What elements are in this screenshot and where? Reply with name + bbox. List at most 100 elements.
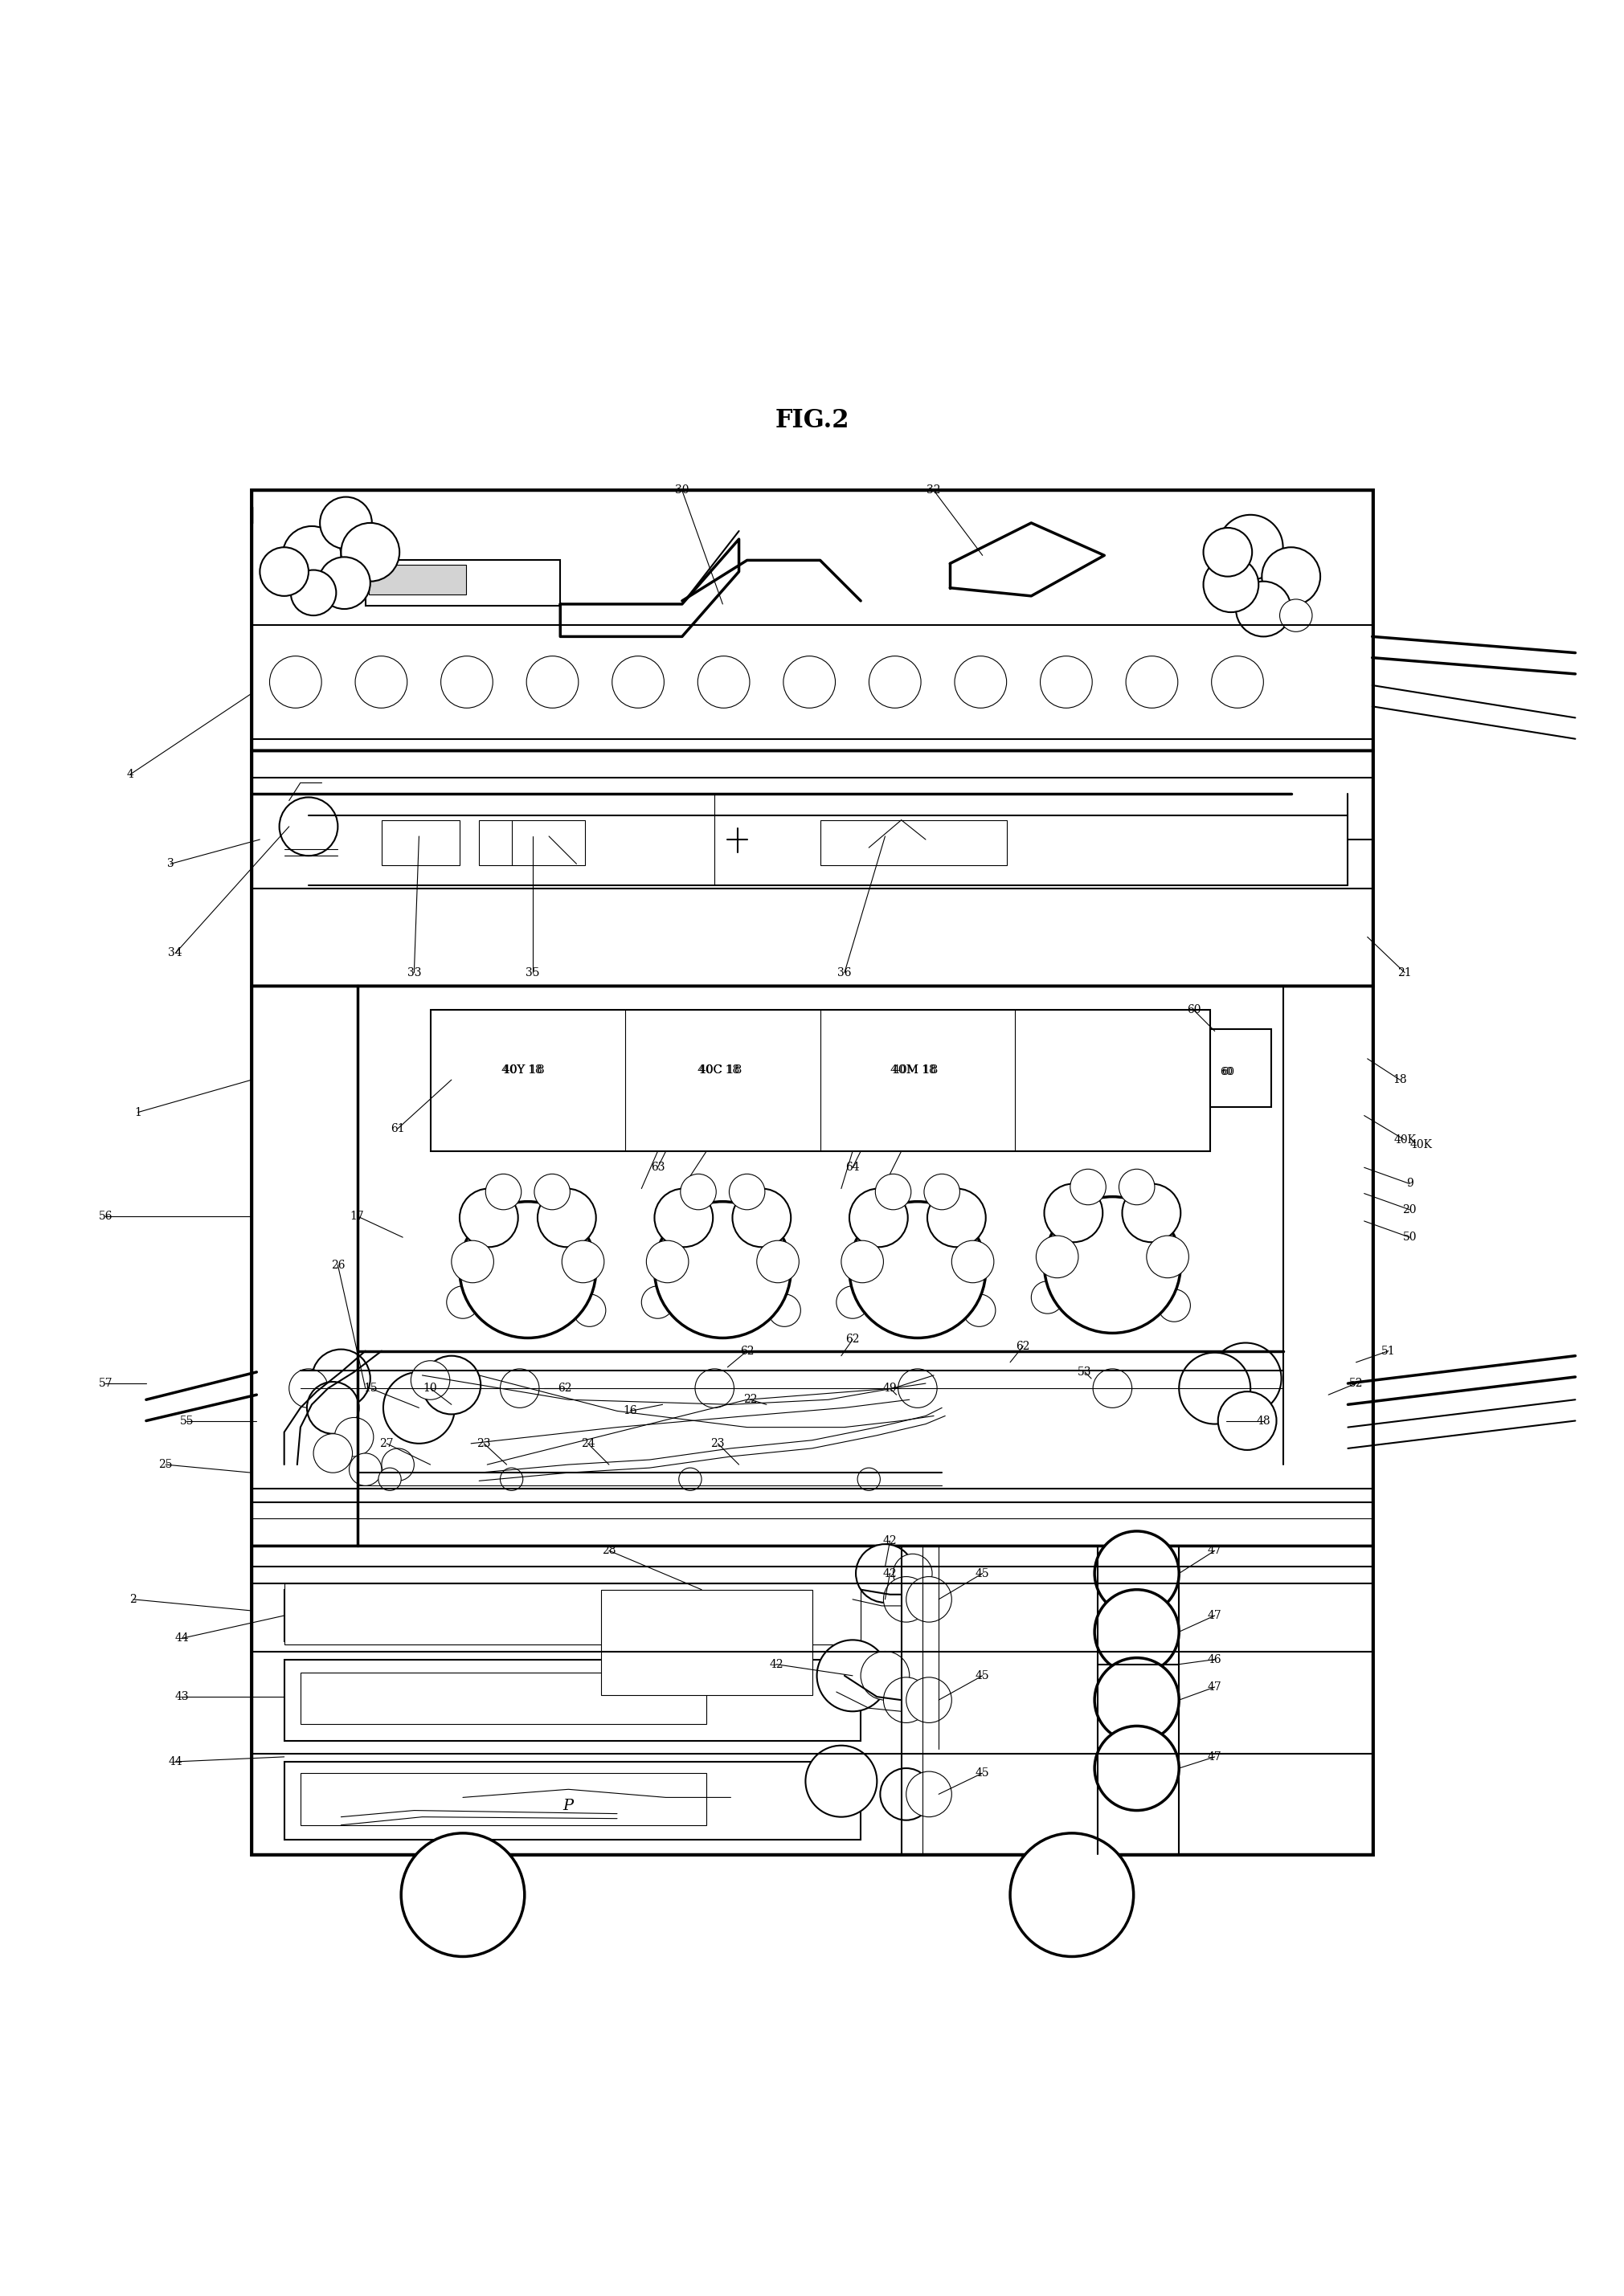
Circle shape	[1095, 1727, 1179, 1812]
Text: 28: 28	[603, 1545, 615, 1557]
Text: 24: 24	[581, 1437, 594, 1449]
Text: 40Y 18: 40Y 18	[503, 1065, 542, 1077]
Text: 9: 9	[1406, 1178, 1413, 1189]
Bar	[1210, 1029, 1272, 1107]
Circle shape	[291, 569, 336, 615]
Circle shape	[906, 1678, 952, 1722]
Text: 44: 44	[169, 1756, 182, 1768]
Circle shape	[335, 1417, 374, 1456]
Text: 64: 64	[846, 1162, 859, 1173]
Text: 26: 26	[331, 1258, 344, 1270]
Circle shape	[927, 1189, 986, 1247]
Text: 62: 62	[559, 1382, 572, 1394]
Circle shape	[1210, 1343, 1281, 1414]
Circle shape	[460, 1201, 596, 1339]
Circle shape	[1280, 599, 1312, 631]
Circle shape	[460, 1189, 518, 1247]
Bar	[820, 820, 1007, 866]
Circle shape	[1044, 1196, 1181, 1334]
Text: 35: 35	[526, 967, 539, 978]
Circle shape	[270, 657, 322, 707]
Text: 47: 47	[1208, 1609, 1221, 1621]
Text: 18: 18	[1393, 1075, 1406, 1086]
Text: 60: 60	[1221, 1065, 1234, 1077]
Circle shape	[1122, 1185, 1181, 1242]
Circle shape	[952, 1240, 994, 1283]
Circle shape	[906, 1577, 952, 1621]
Circle shape	[1036, 1235, 1078, 1279]
Circle shape	[646, 1240, 689, 1283]
Text: FIG.2: FIG.2	[775, 409, 849, 434]
Text: 17: 17	[351, 1210, 364, 1221]
Text: 40C 18: 40C 18	[697, 1065, 742, 1077]
Bar	[284, 1584, 861, 1644]
Text: 32: 32	[927, 484, 940, 496]
Circle shape	[757, 1240, 799, 1283]
Bar	[601, 1589, 812, 1694]
Text: 40K: 40K	[1393, 1134, 1416, 1146]
Text: 30: 30	[676, 484, 689, 496]
Circle shape	[955, 657, 1007, 707]
Text: 50: 50	[1403, 1231, 1416, 1242]
Circle shape	[534, 1173, 570, 1210]
Circle shape	[1125, 657, 1177, 707]
Bar	[252, 985, 1372, 1545]
Bar	[369, 565, 466, 595]
Text: 49: 49	[883, 1382, 896, 1394]
Text: 42: 42	[883, 1568, 896, 1580]
Text: 43: 43	[175, 1692, 188, 1701]
Circle shape	[768, 1295, 801, 1327]
Bar	[382, 820, 460, 866]
Circle shape	[411, 1362, 450, 1401]
Circle shape	[1010, 1832, 1134, 1956]
Circle shape	[893, 1554, 932, 1593]
Circle shape	[447, 1286, 479, 1318]
Circle shape	[857, 1467, 880, 1490]
Circle shape	[1095, 1531, 1179, 1616]
Circle shape	[401, 1832, 525, 1956]
Bar	[252, 491, 1372, 1855]
Text: 40C 18: 40C 18	[700, 1065, 739, 1077]
Circle shape	[680, 1173, 716, 1210]
Bar	[300, 1773, 706, 1825]
Circle shape	[1044, 1185, 1103, 1242]
Circle shape	[356, 657, 408, 707]
Text: 63: 63	[651, 1162, 664, 1173]
Circle shape	[817, 1639, 888, 1711]
Circle shape	[695, 1368, 734, 1407]
Circle shape	[1119, 1169, 1155, 1205]
Circle shape	[562, 1240, 604, 1283]
Circle shape	[313, 1433, 352, 1472]
Circle shape	[849, 1189, 908, 1247]
Circle shape	[841, 1240, 883, 1283]
Circle shape	[869, 657, 921, 707]
Circle shape	[451, 1240, 494, 1283]
Circle shape	[382, 1449, 414, 1481]
Circle shape	[260, 546, 309, 597]
Text: 47: 47	[1208, 1752, 1221, 1763]
Circle shape	[1041, 657, 1093, 707]
Circle shape	[906, 1773, 952, 1816]
Text: 40K: 40K	[1410, 1139, 1432, 1150]
Text: 20: 20	[1403, 1203, 1416, 1215]
Circle shape	[279, 797, 338, 856]
Text: 40M 18: 40M 18	[893, 1065, 935, 1077]
Circle shape	[1158, 1290, 1190, 1322]
Text: 55: 55	[180, 1414, 193, 1426]
Circle shape	[883, 1678, 929, 1722]
Circle shape	[679, 1467, 702, 1490]
Circle shape	[349, 1453, 382, 1486]
Text: P: P	[564, 1798, 573, 1814]
Text: 60: 60	[1220, 1065, 1233, 1077]
Text: 40M 18: 40M 18	[890, 1065, 939, 1077]
Bar	[300, 1671, 706, 1724]
Text: 1: 1	[135, 1107, 141, 1118]
Circle shape	[880, 1768, 932, 1821]
Text: 47: 47	[1208, 1545, 1221, 1557]
Circle shape	[1203, 528, 1252, 576]
Text: 44: 44	[175, 1632, 188, 1644]
Circle shape	[526, 657, 578, 707]
Circle shape	[378, 1467, 401, 1490]
Circle shape	[924, 1173, 960, 1210]
Circle shape	[856, 1545, 914, 1603]
